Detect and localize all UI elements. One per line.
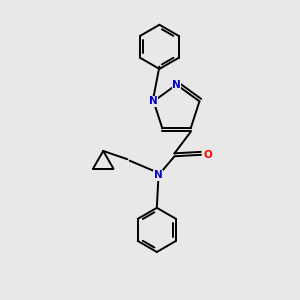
Text: N: N	[149, 96, 158, 106]
Text: O: O	[203, 150, 212, 160]
Text: N: N	[172, 80, 181, 90]
Text: N: N	[154, 170, 163, 180]
